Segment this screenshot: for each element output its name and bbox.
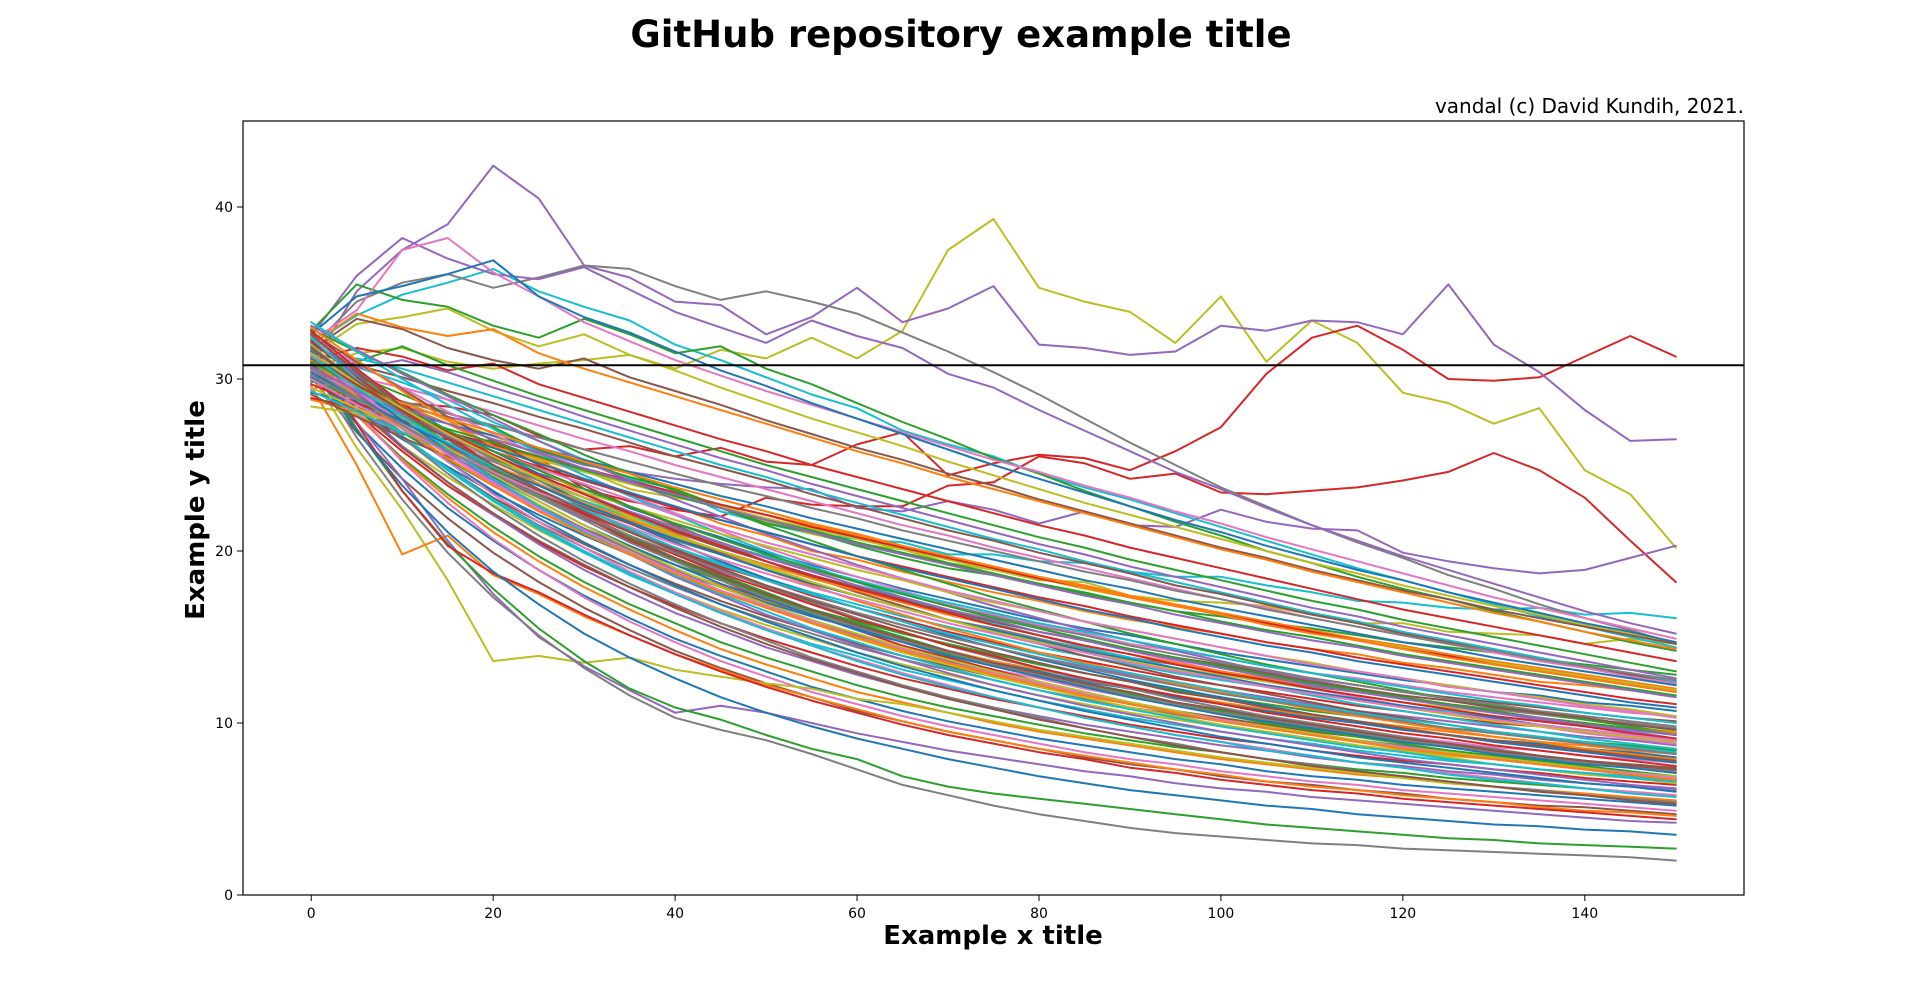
series-line-85 (310, 374, 1677, 728)
series-line-102 (310, 352, 1677, 743)
series-line-55 (310, 378, 1677, 681)
series-line-80 (310, 383, 1677, 706)
series-line-1 (310, 218, 1677, 549)
series-line-92 (310, 343, 1677, 778)
series-line-98 (310, 360, 1677, 736)
series-line-83 (310, 369, 1677, 719)
series-line-105 (310, 367, 1677, 755)
series-line-45 (310, 307, 1677, 644)
series-line-28 (310, 364, 1677, 797)
chart-subtitle: vandal (c) David Kundih, 2021. (1435, 94, 1744, 118)
series-line-51 (310, 359, 1677, 680)
y-tick-label: 40 (215, 200, 233, 216)
series-line-5 (310, 352, 1677, 575)
x-tick-label: 60 (848, 906, 866, 922)
series-line-3 (310, 164, 1677, 442)
series-line-95 (310, 345, 1677, 773)
x-axis-title: Example x title (883, 921, 1103, 951)
series-line-52 (310, 357, 1677, 683)
y-axis: 0 10 20 30 40 (215, 200, 243, 904)
series-line-79 (310, 372, 1677, 699)
series-line-78 (310, 379, 1677, 697)
y-axis-title: Example y title (181, 400, 211, 620)
series-line-9 (310, 360, 1677, 697)
x-tick-label: 100 (1208, 906, 1235, 922)
y-tick-label: 30 (215, 372, 233, 388)
series-line-90 (310, 340, 1677, 767)
series-line-50 (310, 345, 1677, 673)
x-tick-label: 140 (1571, 906, 1598, 922)
y-tick-label: 20 (215, 544, 233, 560)
chart-title: GitHub repository example title (630, 13, 1291, 56)
series-line-82 (310, 386, 1677, 718)
series-line-33 (310, 372, 1677, 804)
series-line-42 (310, 237, 1677, 635)
series-line-103 (310, 378, 1677, 742)
x-tick-label: 120 (1389, 906, 1416, 922)
series-line-36 (310, 357, 1677, 850)
series-line-2 (310, 324, 1677, 477)
series-line-76 (310, 362, 1677, 805)
series-line-35 (310, 362, 1677, 824)
series-line-39 (310, 366, 1677, 836)
series-line-100 (310, 357, 1677, 740)
y-tick-label: 0 (224, 888, 233, 904)
series-line-74 (310, 357, 1677, 798)
y-tick-label: 10 (215, 716, 233, 732)
plot-frame (242, 120, 1745, 896)
series-line-46 (310, 259, 1677, 644)
x-tick-label: 0 (307, 906, 316, 922)
series-line-31 (310, 353, 1677, 812)
series-layer (310, 164, 1677, 862)
series-line-106 (310, 347, 1677, 762)
series-line-37 (310, 364, 1677, 862)
series-line-81 (310, 376, 1677, 709)
series-line-34 (310, 384, 1677, 817)
series-line-38 (310, 345, 1677, 821)
series-line-48 (310, 312, 1677, 650)
series-line-97 (310, 359, 1677, 781)
series-line-94 (310, 336, 1677, 783)
series-line-72 (310, 352, 1677, 793)
x-tick-label: 40 (666, 906, 684, 922)
series-line-47 (310, 317, 1677, 645)
series-line-53 (310, 350, 1677, 685)
x-tick-label: 80 (1030, 906, 1048, 922)
series-line-49 (310, 347, 1677, 663)
series-line-41 (310, 264, 1677, 645)
series-line-77 (310, 367, 1677, 693)
x-axis: 0 20 40 60 80 100 120 140 (307, 895, 1598, 922)
x-tick-label: 20 (484, 906, 502, 922)
series-line-70 (310, 345, 1677, 785)
